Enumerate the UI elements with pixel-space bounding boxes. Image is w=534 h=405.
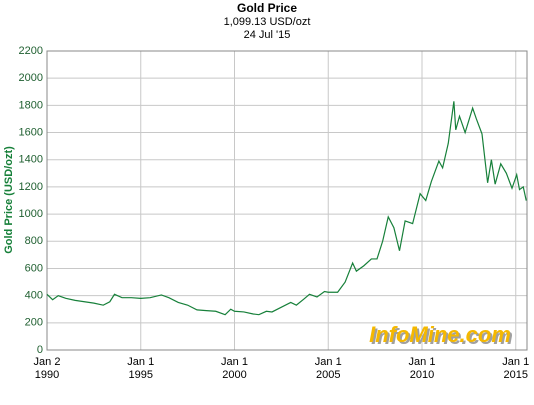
x-tick-label: 1990 [35,369,59,381]
x-tick-label: Jan 1 [409,356,436,368]
y-tick-label: 1600 [19,126,43,138]
y-tick-label: 2200 [19,45,43,57]
y-tick-label: 1400 [19,154,43,166]
watermark: InfoMine.com [369,322,511,347]
chart-date: 24 Jul '15 [244,29,291,41]
y-tick-label: 1200 [19,181,43,193]
price-line [46,101,527,316]
x-tick-label: Jan 1 [221,356,248,368]
x-tick-label: 1995 [129,369,153,381]
x-tick-label: 2015 [504,369,528,381]
y-tick-label: 800 [25,235,43,247]
x-tick-label: Jan 1 [127,356,154,368]
x-tick-label: 2010 [410,369,434,381]
chart-subtitle: 1,099.13 USD/ozt [224,16,311,28]
y-tick-label: 1800 [19,99,43,111]
y-tick-label: 600 [25,262,43,274]
x-tick-label: Jan 2 [34,356,61,368]
watermark: InfoMine.com [371,324,513,349]
y-axis-label: Gold Price (USD/ozt) [3,146,15,254]
x-tick-label: Jan 1 [315,356,342,368]
y-tick-label: 0 [37,344,43,356]
x-tick-label: 2005 [316,369,340,381]
y-tick-label: 1000 [19,208,43,220]
chart-title: Gold Price [237,1,297,15]
plot-frame [46,50,528,351]
y-tick-label: 400 [25,290,43,302]
x-tick-label: 2000 [222,369,246,381]
y-tick-label: 200 [25,317,43,329]
y-tick-label: 2000 [19,72,43,84]
x-tick-label: Jan 1 [502,356,529,368]
